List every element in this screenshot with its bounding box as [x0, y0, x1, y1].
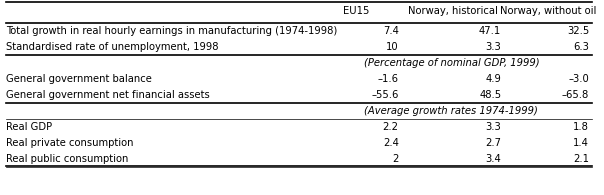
Text: EU15: EU15	[343, 6, 369, 16]
Text: Real GDP: Real GDP	[6, 122, 52, 132]
Text: –1.6: –1.6	[378, 74, 399, 84]
Text: (Percentage of nominal GDP, 1999): (Percentage of nominal GDP, 1999)	[364, 58, 539, 68]
Text: 2.7: 2.7	[485, 138, 501, 148]
Text: 48.5: 48.5	[479, 90, 501, 100]
Text: 3.3: 3.3	[486, 122, 501, 132]
Text: Total growth in real hourly earnings in manufacturing (1974-1998): Total growth in real hourly earnings in …	[6, 26, 337, 36]
Text: –65.8: –65.8	[562, 90, 589, 100]
Text: 1.8: 1.8	[573, 122, 589, 132]
Text: –3.0: –3.0	[568, 74, 589, 84]
Text: 3.4: 3.4	[486, 154, 501, 164]
Text: 1.4: 1.4	[573, 138, 589, 148]
Text: 2: 2	[392, 154, 399, 164]
Text: Norway, without oil: Norway, without oil	[500, 6, 596, 16]
Text: 2.4: 2.4	[383, 138, 399, 148]
Text: Real public consumption: Real public consumption	[6, 154, 128, 164]
Text: General government net financial assets: General government net financial assets	[6, 90, 210, 100]
Text: 4.9: 4.9	[486, 74, 501, 84]
Text: General government balance: General government balance	[6, 74, 152, 84]
Text: 6.3: 6.3	[573, 42, 589, 52]
Text: 10: 10	[386, 42, 399, 52]
Text: 3.3: 3.3	[486, 42, 501, 52]
Text: Standardised rate of unemployment, 1998: Standardised rate of unemployment, 1998	[6, 42, 219, 52]
Text: 7.4: 7.4	[383, 26, 399, 36]
Text: 2.1: 2.1	[573, 154, 589, 164]
Text: 2.2: 2.2	[383, 122, 399, 132]
Text: Norway, historical: Norway, historical	[408, 6, 498, 16]
Text: Real private consumption: Real private consumption	[6, 138, 133, 148]
Text: (Average growth rates 1974-1999): (Average growth rates 1974-1999)	[364, 106, 538, 116]
Text: 47.1: 47.1	[479, 26, 501, 36]
Text: –55.6: –55.6	[371, 90, 399, 100]
Text: 32.5: 32.5	[567, 26, 589, 36]
